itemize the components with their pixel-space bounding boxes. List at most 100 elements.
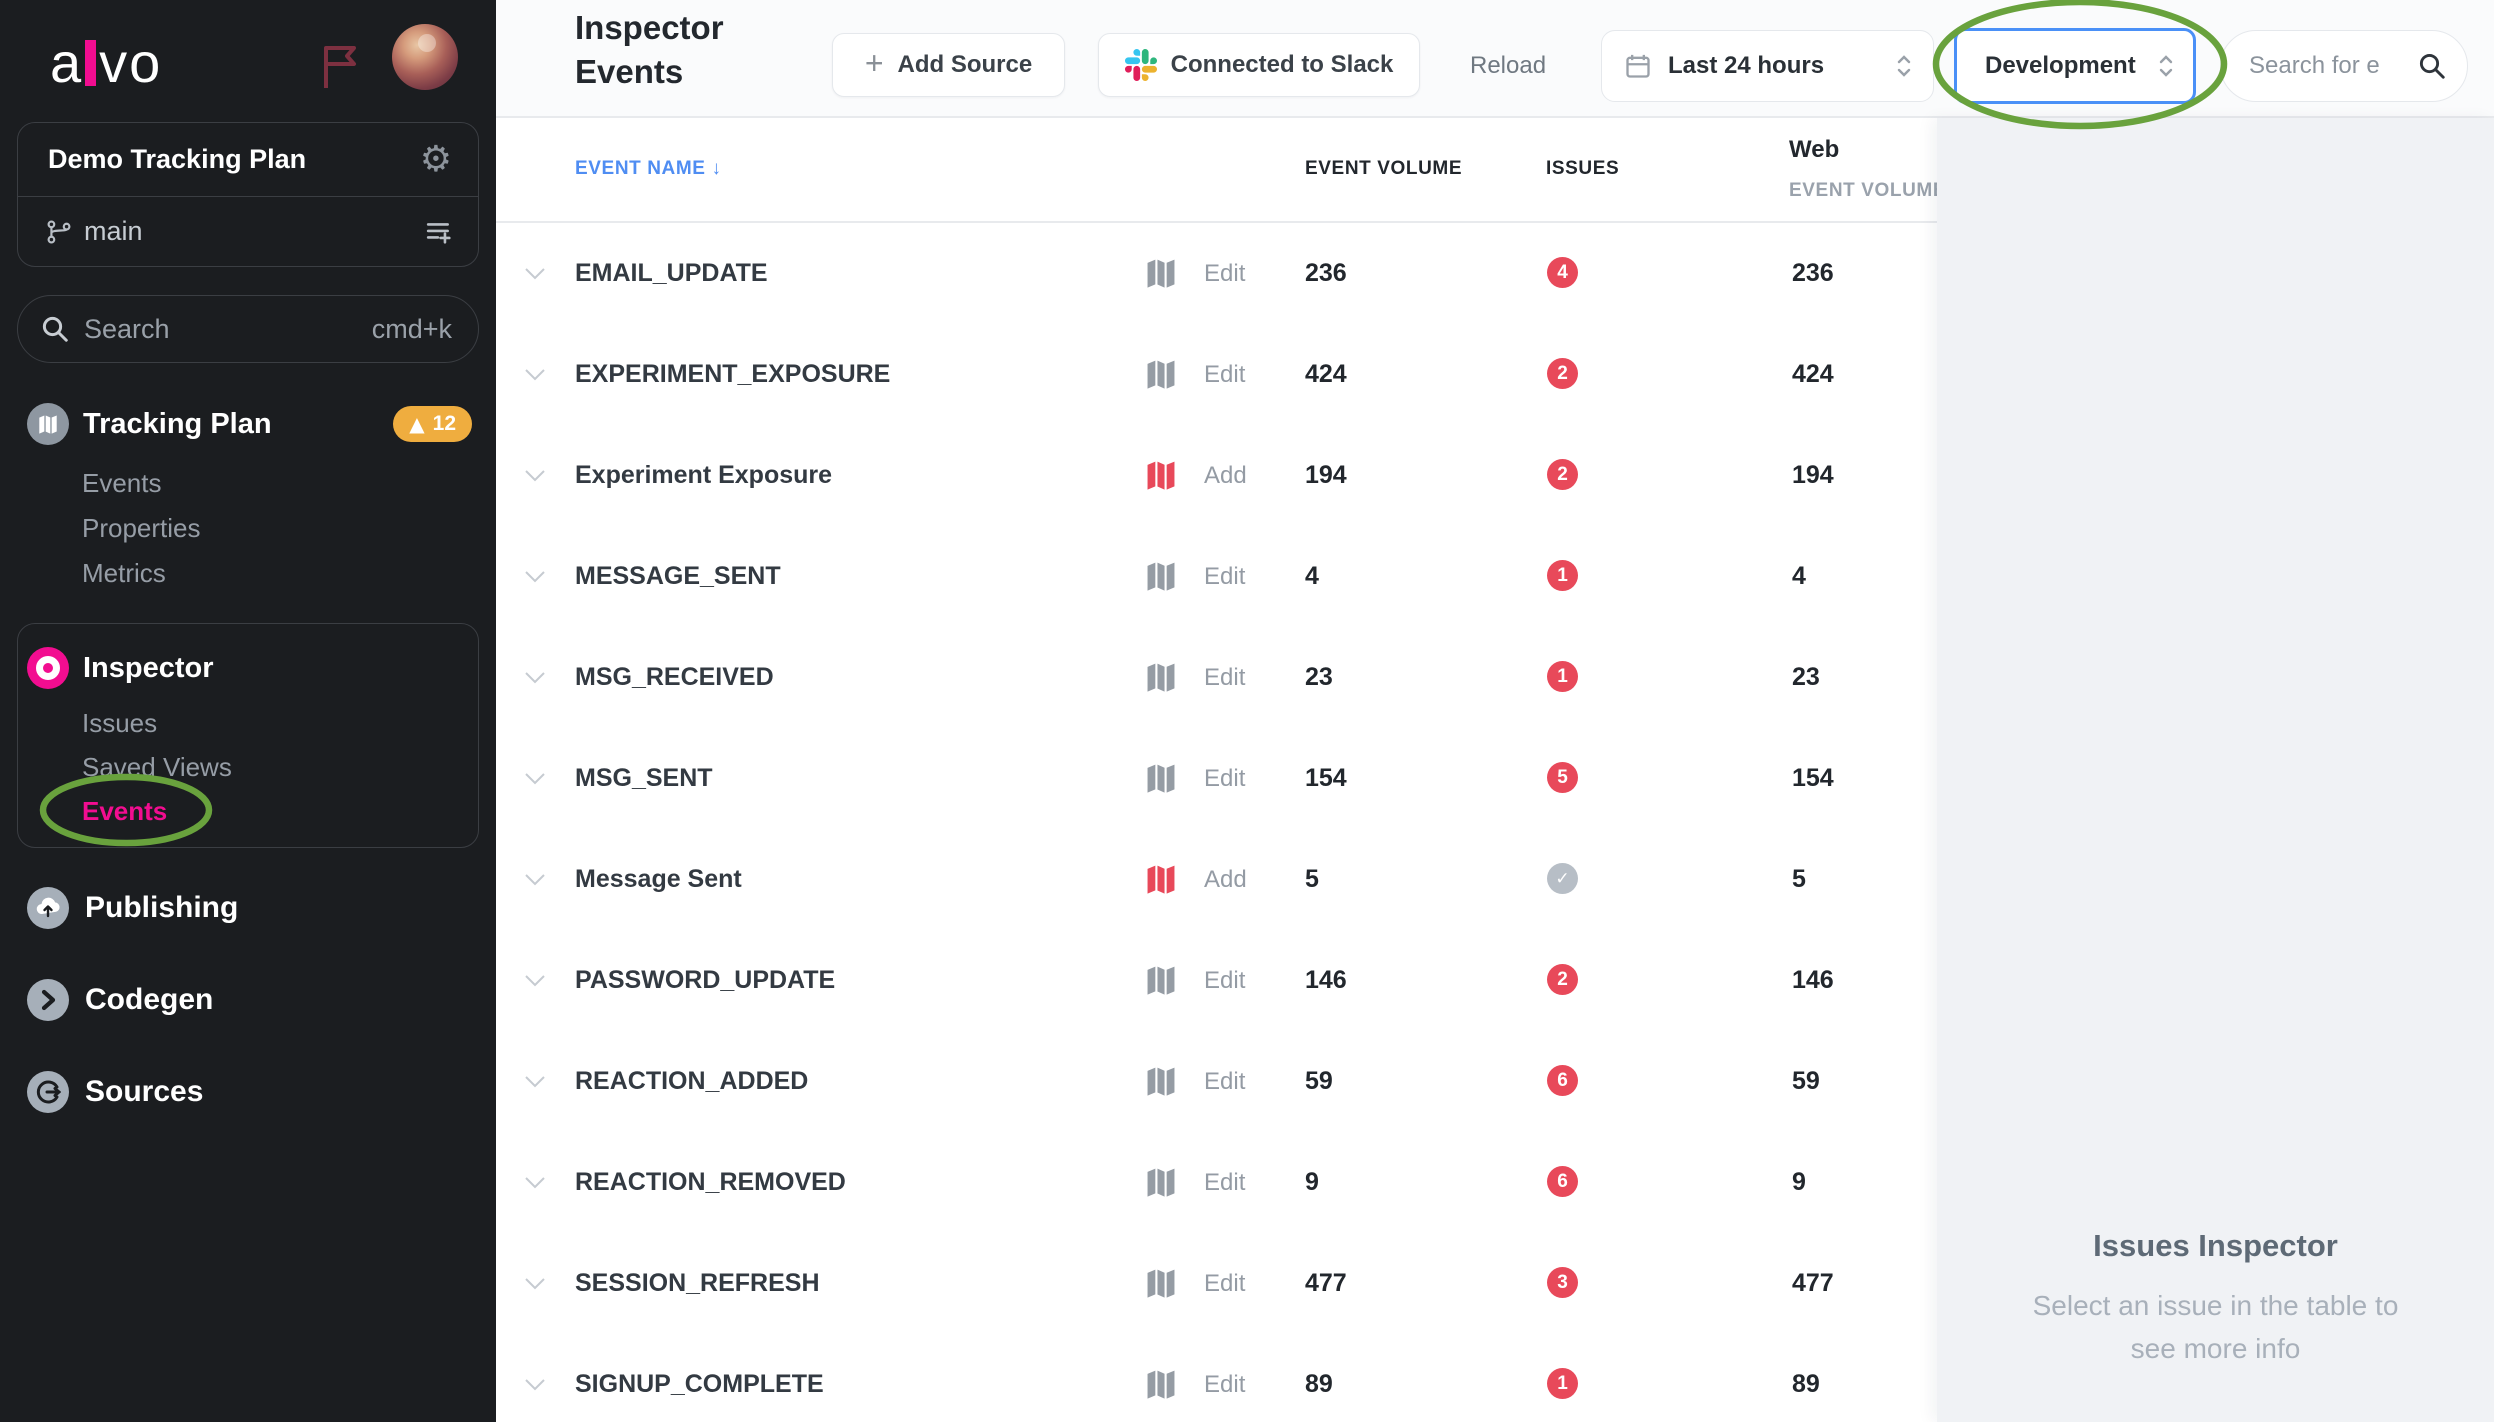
table-row[interactable]: EMAIL_UPDATE Edit 236 4 236 [496, 223, 1937, 324]
table-row[interactable]: MSG_RECEIVED Edit 23 1 23 [496, 627, 1937, 728]
chevron-down-icon[interactable] [524, 1075, 546, 1088]
table-row[interactable]: SIGNUP_COMPLETE Edit 89 1 89 [496, 1334, 1937, 1422]
flag-icon[interactable] [318, 42, 362, 90]
column-header-event-name[interactable]: EVENT NAME ↓ [575, 158, 722, 179]
table-row[interactable]: Experiment Exposure Add 194 2 194 [496, 425, 1937, 526]
slack-connection-label: Connected to Slack [1170, 51, 1394, 78]
sidebar: a vo Demo Tracking Plan ⚙ main [0, 0, 496, 1422]
chevron-down-icon[interactable] [524, 267, 546, 280]
tracking-plan-status-icon [1147, 865, 1175, 894]
chevron-down-icon[interactable] [524, 1378, 546, 1391]
table-row[interactable]: EXPERIMENT_EXPOSURE Edit 424 2 424 [496, 324, 1937, 425]
event-action-link[interactable]: Edit [1204, 1371, 1246, 1398]
issues-count-badge[interactable]: 1 [1547, 1368, 1578, 1399]
sidebar-search[interactable]: cmd+k [17, 295, 479, 363]
issues-count-badge[interactable]: 6 [1547, 1065, 1578, 1096]
branch-name: main [84, 216, 143, 246]
event-action-link[interactable]: Edit [1204, 765, 1246, 792]
chevron-down-icon[interactable] [524, 368, 546, 381]
issues-count-badge[interactable]: 5 [1547, 762, 1578, 793]
chevron-down-icon[interactable] [524, 570, 546, 583]
avo-logo[interactable]: a vo [50, 30, 162, 95]
event-action-link[interactable]: Add [1204, 462, 1247, 489]
issues-count-badge[interactable]: 1 [1547, 560, 1578, 591]
event-action-link[interactable]: Edit [1204, 1068, 1246, 1095]
sidebar-item-tracking-plan[interactable]: Tracking Plan ▲ 12 [27, 403, 472, 445]
sidebar-item-tp-events[interactable]: Events [82, 468, 162, 498]
date-range-select[interactable]: Last 24 hours [1601, 30, 1934, 102]
chevron-down-icon[interactable] [524, 671, 546, 684]
sidebar-item-sources[interactable]: Sources [27, 1071, 203, 1113]
chevron-down-icon[interactable] [524, 469, 546, 482]
sidebar-item-publishing[interactable]: Publishing [27, 887, 238, 929]
event-volume-value: 9 [1305, 1168, 1319, 1196]
sidebar-item-inspector-events[interactable]: Events [82, 796, 168, 826]
sidebar-item-tp-metrics[interactable]: Metrics [82, 558, 166, 588]
sidebar-item-inspector[interactable]: Inspector [27, 647, 214, 689]
event-name: MSG_SENT [575, 764, 713, 792]
event-search-input[interactable] [2249, 52, 2417, 80]
event-action-link[interactable]: Edit [1204, 967, 1246, 994]
event-action-link[interactable]: Edit [1204, 361, 1246, 388]
web-event-volume-value: 59 [1792, 1067, 1820, 1095]
event-volume-value: 194 [1305, 461, 1347, 489]
issues-count-badge[interactable]: 2 [1547, 459, 1578, 490]
event-action-link[interactable]: Edit [1204, 1270, 1246, 1297]
sidebar-search-input[interactable] [84, 313, 372, 345]
branch-row[interactable]: main [18, 197, 478, 266]
chevron-down-icon[interactable] [524, 1176, 546, 1189]
web-event-volume-value: 89 [1792, 1370, 1820, 1398]
add-branch-icon[interactable] [426, 219, 452, 245]
event-action-link[interactable]: Edit [1204, 563, 1246, 590]
tracking-plan-label: Tracking Plan [83, 407, 272, 440]
tracking-plan-status-icon [1147, 1370, 1175, 1399]
chevron-down-icon[interactable] [524, 772, 546, 785]
table-row[interactable]: MESSAGE_SENT Edit 4 1 4 [496, 526, 1937, 627]
event-name: Experiment Exposure [575, 461, 833, 489]
slack-connection-button[interactable]: Connected to Slack [1098, 33, 1420, 97]
issues-count-badge[interactable]: 2 [1547, 358, 1578, 389]
column-header-issues[interactable]: ISSUES [1546, 158, 1620, 179]
event-action-link[interactable]: Edit [1204, 664, 1246, 691]
warning-count-badge[interactable]: ▲ 12 [393, 406, 472, 442]
user-avatar[interactable] [392, 24, 458, 90]
inspector-section [17, 623, 479, 848]
sidebar-item-inspector-saved-views[interactable]: Saved Views [82, 752, 232, 782]
event-volume-value: 236 [1305, 259, 1347, 287]
event-search-box[interactable] [2220, 30, 2468, 102]
issues-count-badge[interactable]: 2 [1547, 964, 1578, 995]
issues-count-badge[interactable]: 1 [1547, 661, 1578, 692]
event-action-link[interactable]: Add [1204, 866, 1247, 893]
table-row[interactable]: REACTION_ADDED Edit 59 6 59 [496, 1031, 1937, 1132]
issues-count-badge[interactable]: 4 [1547, 257, 1578, 288]
sidebar-item-inspector-issues[interactable]: Issues [82, 708, 158, 738]
reload-button[interactable]: Reload [1470, 52, 1547, 79]
resolved-check-icon[interactable]: ✓ [1547, 863, 1578, 894]
sidebar-item-tp-properties[interactable]: Properties [82, 513, 201, 543]
table-row[interactable]: PASSWORD_UPDATE Edit 146 2 146 [496, 930, 1937, 1031]
issues-count-badge[interactable]: 3 [1547, 1267, 1578, 1298]
chevron-down-icon[interactable] [524, 974, 546, 987]
inspector-label: Inspector [83, 651, 214, 684]
environment-select[interactable]: Development [1954, 28, 2196, 104]
table-row[interactable]: Message Sent Add 5 ✓ 5 [496, 829, 1937, 930]
chevron-down-icon[interactable] [524, 873, 546, 886]
table-row[interactable]: MSG_SENT Edit 154 5 154 [496, 728, 1937, 829]
column-header-event-volume[interactable]: EVENT VOLUME [1305, 158, 1463, 179]
workspace-box: Demo Tracking Plan ⚙ main [17, 122, 479, 267]
sources-label: Sources [85, 1075, 204, 1108]
table-row[interactable]: SESSION_REFRESH Edit 477 3 477 [496, 1233, 1937, 1334]
event-volume-value: 146 [1305, 966, 1347, 994]
issues-count-badge[interactable]: 6 [1547, 1166, 1578, 1197]
add-source-label: Add Source [897, 51, 1033, 78]
chevron-down-icon[interactable] [524, 1277, 546, 1290]
chevron-updown-icon [2159, 55, 2173, 77]
event-action-link[interactable]: Edit [1204, 1169, 1246, 1196]
table-header: EVENT NAME ↓ EVENT VOLUME ISSUES Web EVE… [496, 118, 1946, 223]
event-action-link[interactable]: Edit [1204, 260, 1246, 287]
workspace-row[interactable]: Demo Tracking Plan ⚙ [18, 123, 478, 197]
gear-icon[interactable]: ⚙ [419, 138, 452, 180]
sidebar-item-codegen[interactable]: Codegen [27, 979, 213, 1021]
table-row[interactable]: REACTION_REMOVED Edit 9 6 9 [496, 1132, 1937, 1233]
add-source-button[interactable]: + Add Source [832, 33, 1065, 97]
